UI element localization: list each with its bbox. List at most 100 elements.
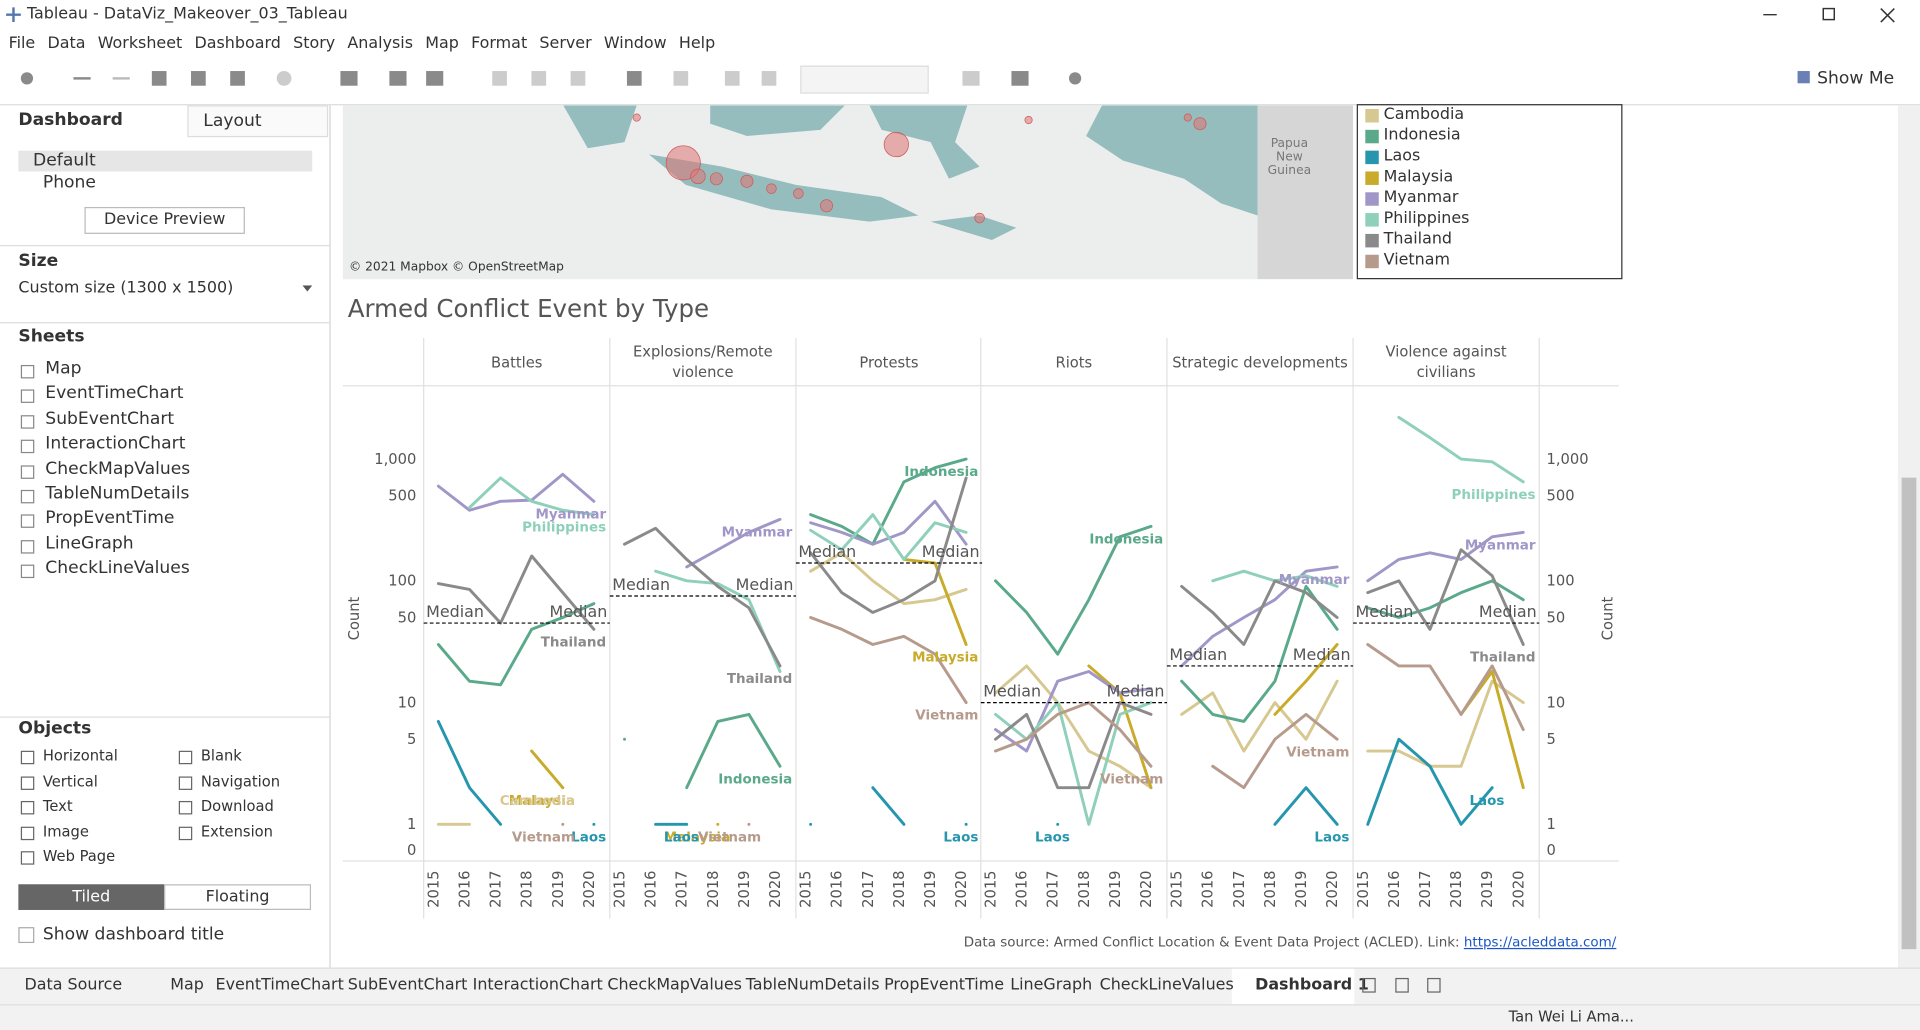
menu-item[interactable]: Analysis: [347, 34, 413, 53]
data-source-link[interactable]: https://acleddata.com/: [1463, 934, 1617, 951]
panel-header: Protests: [859, 354, 918, 371]
toolbar-border: [0, 104, 1920, 106]
series-end-label: Malaysia: [664, 829, 730, 845]
menu-item[interactable]: Story: [293, 34, 336, 53]
legend-swatch: [1365, 233, 1379, 248]
layout-tab[interactable]: Layout: [187, 105, 329, 138]
sheet-item[interactable]: EventTimeChart: [45, 383, 184, 404]
menu-item[interactable]: File: [8, 34, 36, 53]
object-item[interactable]: Horizontal: [42, 747, 118, 765]
x-tick-label: 2017: [674, 870, 691, 907]
series-line: [436, 472, 596, 512]
sheet-item[interactable]: CheckLineValues: [45, 558, 190, 579]
scrollbar[interactable]: [1897, 105, 1920, 968]
sheet-item[interactable]: LineGraph: [45, 533, 134, 554]
menu-item[interactable]: Map: [425, 34, 459, 53]
object-item[interactable]: Image: [42, 822, 89, 840]
series-end-label: Philippines: [522, 520, 606, 536]
sheet-tab[interactable]: CheckMapValues: [607, 976, 742, 995]
object-item[interactable]: Blank: [200, 747, 242, 765]
menu-item[interactable]: Help: [678, 34, 716, 53]
sheet-tab[interactable]: CheckLineValues: [1099, 976, 1234, 995]
x-tick-label: 2016: [456, 870, 473, 907]
series-line: [809, 616, 968, 705]
checkbox[interactable]: [18, 927, 35, 944]
sheet-tab[interactable]: PropEventTime: [884, 976, 1005, 995]
object-icon: [178, 750, 193, 765]
object-icon: [178, 800, 193, 815]
menu-item[interactable]: Window: [603, 34, 667, 53]
series-end-label: Laos: [571, 829, 606, 845]
menu-item[interactable]: Format: [471, 34, 528, 53]
y2-tick-label: 50: [1547, 609, 1566, 626]
scroll-thumb[interactable]: [1901, 477, 1917, 950]
object-item[interactable]: Web Page: [42, 847, 116, 865]
object-icon: [178, 775, 193, 790]
sheet-icon: [20, 539, 35, 554]
data-source: Data source: Armed Conflict Location & E…: [964, 934, 1617, 950]
sheet-item[interactable]: PropEventTime: [45, 508, 175, 529]
x-tick-label: 2020: [767, 870, 784, 907]
menu-item[interactable]: Data: [47, 34, 86, 53]
sheets-heading: Sheets: [18, 327, 85, 347]
series-line: [1366, 737, 1494, 826]
window-controls[interactable]: [1751, 2, 1910, 26]
menu-item[interactable]: Dashboard: [194, 34, 281, 53]
series-end-label: Myanmar: [1465, 538, 1536, 554]
sheet-item[interactable]: Map: [45, 358, 82, 379]
object-item[interactable]: Download: [200, 797, 274, 815]
sheet-tab[interactable]: EventTimeChart: [215, 976, 344, 995]
median-label: Median: [426, 602, 484, 621]
series-end-label: Laos: [664, 829, 699, 845]
device-item[interactable]: Phone: [42, 172, 96, 193]
sheet-icon: [20, 489, 35, 504]
legend-label: Philippines: [1383, 209, 1470, 228]
map[interactable]: Papua New Guinea © 2021 Mapbox © OpenStr…: [342, 105, 1354, 280]
median-label: Median: [736, 575, 794, 594]
sheet-item[interactable]: InteractionChart: [45, 433, 186, 454]
series-line: [809, 786, 968, 826]
sheet-tab[interactable]: TableNumDetails: [745, 976, 880, 995]
tab-tools[interactable]: [1359, 976, 1457, 996]
sheet-tab[interactable]: Data Source: [24, 976, 123, 995]
legend-swatch: [1365, 192, 1379, 206]
sheet-item[interactable]: CheckMapValues: [45, 458, 191, 479]
menu-item[interactable]: Server: [539, 34, 592, 53]
sheet-tab[interactable]: Map: [170, 976, 204, 995]
object-item[interactable]: Vertical: [42, 772, 98, 790]
x-tick-label: 2019: [1107, 870, 1124, 907]
legend: Cambodia Indonesia Laos Malaysia Myanmar Phil…: [1356, 104, 1623, 280]
sheet-item[interactable]: TableNumDetails: [45, 483, 190, 504]
user-menu[interactable]: Tan Wei Li Ama...: [1508, 1007, 1634, 1026]
x-tick-label: 2019: [1293, 870, 1310, 907]
x-tick-label: 2016: [1014, 870, 1031, 907]
object-item[interactable]: Navigation: [200, 772, 281, 790]
sheet-tab[interactable]: SubEventChart: [347, 976, 468, 995]
show-me-button[interactable]: Show Me: [1797, 69, 1894, 88]
series-line: [994, 701, 1153, 826]
sheet-tab[interactable]: Dashboard 1: [1255, 976, 1369, 995]
series-line: [994, 701, 1153, 790]
sheet-item[interactable]: SubEventChart: [45, 408, 175, 429]
object-item[interactable]: Text: [42, 797, 73, 815]
dashboard-tab[interactable]: Dashboard: [18, 110, 123, 130]
sheet-tab[interactable]: InteractionChart: [472, 976, 603, 995]
x-tick-label: 2015: [983, 870, 1000, 907]
device-item[interactable]: Default: [33, 150, 96, 171]
device-preview-button[interactable]: Device Preview: [84, 206, 245, 234]
size-dropdown[interactable]: Custom size (1300 x 1500): [18, 279, 234, 298]
menu-item[interactable]: Worksheet: [97, 34, 183, 53]
layout-tab-label: Layout: [203, 111, 262, 132]
tiled-button[interactable]: Tiled: [18, 884, 165, 910]
x-tick-label: 2018: [1262, 870, 1279, 907]
sheet-tab[interactable]: LineGraph: [1010, 976, 1093, 995]
series-end-label: Laos: [1314, 829, 1349, 845]
data-source-text: Data source: Armed Conflict Location & E…: [963, 934, 1460, 951]
object-item[interactable]: Extension: [200, 822, 273, 840]
series-line: [1273, 786, 1339, 826]
series-line: [902, 557, 968, 646]
series-line: [436, 554, 596, 631]
objects-heading: Objects: [18, 718, 92, 739]
floating-button[interactable]: Floating: [164, 884, 312, 910]
x-tick-label: 2019: [922, 870, 939, 907]
